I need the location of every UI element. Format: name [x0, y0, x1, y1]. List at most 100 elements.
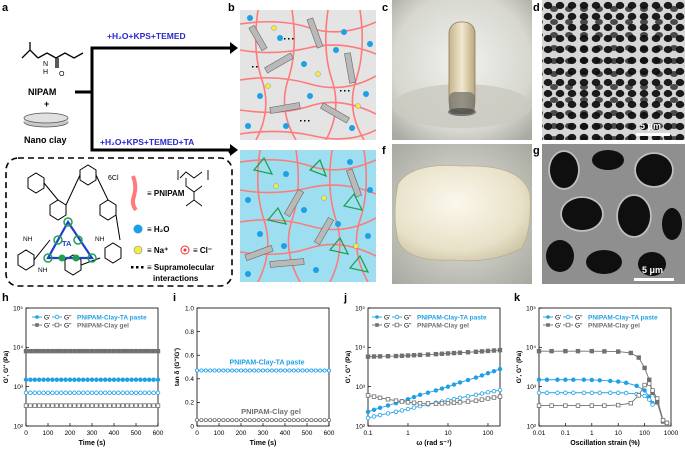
series-j-1-point — [411, 405, 417, 410]
series-h-3-point — [45, 403, 51, 408]
series-h-1-point — [50, 390, 55, 395]
series-i-0-point — [265, 368, 270, 373]
series-j-2-point — [465, 350, 471, 355]
series-h-2-point — [146, 348, 152, 354]
y-tick-label: 10² — [356, 423, 366, 430]
series-k-1-point — [642, 393, 647, 399]
series-k-3-point — [602, 403, 607, 408]
sem-scalebar-d: 5 μm — [640, 121, 661, 131]
series-i-0-point — [326, 368, 331, 373]
legend-marker — [54, 322, 60, 328]
series-i-0-point — [212, 368, 217, 373]
series-j-2-point — [405, 353, 411, 358]
series-j-3-point — [377, 395, 383, 401]
series-h-1-point — [41, 390, 46, 395]
series-i-1-point — [296, 418, 301, 423]
series-h-0-point — [45, 377, 51, 382]
y-tick-label: 10⁴ — [526, 345, 536, 352]
route-top-arrow — [75, 46, 230, 94]
series-j-2-point — [451, 350, 457, 356]
series-j-2-point — [473, 349, 479, 354]
series-i-0-point — [243, 368, 248, 373]
series-h-1-point — [138, 390, 143, 395]
series-k-1-point — [623, 390, 629, 396]
series-h-0-point — [155, 377, 161, 382]
y-tick-label: 10⁵ — [13, 305, 23, 312]
series-j-0-point — [457, 380, 463, 385]
x-tick-label: 0 — [195, 430, 199, 437]
series-h-1-point — [102, 390, 108, 395]
series-k-2-point — [536, 348, 542, 354]
series-j-1-point — [473, 392, 479, 398]
x-tick-label: 200 — [65, 430, 76, 437]
series-k-0-point — [555, 377, 560, 382]
series-h-3-point — [133, 403, 139, 408]
legend-marker — [394, 314, 400, 320]
series-j-2-point — [479, 349, 485, 354]
panel-label-k: k — [514, 292, 521, 304]
series-k-3-point — [647, 381, 652, 386]
series-h-3-point — [146, 403, 152, 408]
series-k-2-line — [539, 350, 668, 424]
legend-text: G'' — [404, 314, 412, 321]
series-k-2-point — [647, 377, 652, 382]
series-i-1-point — [291, 418, 296, 423]
series-j-3-point — [417, 400, 423, 406]
series-k-3-point — [660, 418, 666, 423]
series-h-1-point — [28, 390, 33, 395]
series-h-1-point — [116, 390, 121, 395]
series-j-2-point — [433, 351, 439, 357]
y-tick-label: 0.6 — [185, 353, 194, 360]
series-h-3-point — [151, 403, 156, 408]
legend-marker — [565, 314, 571, 320]
series-j-1-point — [451, 396, 457, 402]
series-i-1-point — [212, 418, 217, 423]
series-i-0-point — [287, 368, 292, 373]
y-tick-label: 0.2 — [185, 400, 194, 407]
series-k-1-point — [597, 390, 602, 395]
series-h-2-point — [32, 348, 37, 354]
series-h-3-point — [54, 403, 59, 408]
series-h-0-point — [28, 377, 33, 382]
series-h-3-point — [98, 403, 103, 408]
legend-chloride: ≡ Cl⁻ — [193, 246, 212, 255]
series-i-1-point — [261, 418, 266, 423]
series-j-0-point — [425, 390, 431, 395]
series-h-1-point — [37, 390, 42, 395]
supramolecular-icon — [131, 266, 144, 269]
series-k-0-point — [608, 378, 613, 384]
series-h-2-point — [111, 348, 117, 354]
annotation-paste: PNIPAM-Clay-TA paste — [230, 360, 305, 367]
series-i-1-point — [217, 418, 222, 423]
legend-water: ≡ H₂O — [147, 225, 169, 234]
series-h-0-point — [76, 377, 81, 382]
y-axis-label: G', G'' (Pa) — [516, 351, 523, 383]
series-i-1-point — [265, 418, 270, 423]
series-i-0-point — [252, 368, 257, 373]
series-j-3-point — [439, 401, 445, 406]
series-j-2-point — [393, 353, 399, 359]
nh-label: N — [43, 61, 48, 68]
series-i-1-point — [247, 418, 252, 423]
series-j-3-point — [365, 393, 371, 398]
x-tick-label: 10 — [444, 430, 452, 437]
series-j-3-point — [399, 399, 405, 404]
series-k-2-point — [636, 355, 641, 360]
series-i-1-point — [313, 418, 318, 423]
x-tick-label: 10 — [615, 430, 623, 437]
panel-label-d: d — [533, 2, 540, 14]
series-h-0-point — [111, 377, 117, 382]
series-j-2-point — [411, 353, 417, 358]
series-h-0-point — [142, 377, 147, 382]
series-k-2-point — [563, 348, 568, 354]
legend-text: G'' — [404, 322, 412, 329]
series-h-0-point — [138, 377, 143, 382]
series-i-0-point — [247, 368, 252, 373]
series-h-2-point — [138, 348, 143, 354]
series-j-3-point — [465, 399, 471, 404]
series-k-0-point — [544, 377, 550, 382]
series-j-0-point — [371, 407, 377, 412]
series-j-2-point — [377, 354, 383, 359]
legend-interactions: interactions — [153, 274, 199, 283]
series-i-0-point — [203, 368, 208, 373]
